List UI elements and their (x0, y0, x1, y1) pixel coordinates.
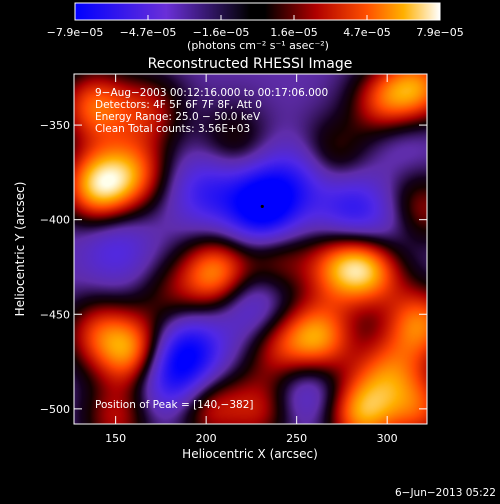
x-tick-label: 250 (286, 432, 307, 445)
colorbar-ticks (74, 15, 441, 20)
info-line-energy: Energy Range: 25.0 − 50.0 keV (95, 111, 261, 123)
heatmap-image (74, 74, 427, 424)
x-tick-label: 150 (105, 432, 126, 445)
colorbar-tick-label: 4.7e−05 (343, 26, 390, 39)
colorbar-tick-label: −1.6e−05 (193, 26, 250, 39)
y-tick-label: −450 (40, 308, 70, 321)
info-line-detectors: Detectors: 4F 5F 6F 7F 8F, Att 0 (95, 99, 262, 111)
y-axis-label: Heliocentric Y (arcsec) (13, 182, 27, 317)
peak-marker (260, 204, 264, 209)
colorbar-tick-label: −4.7e−05 (120, 26, 177, 39)
x-tick-label: 300 (377, 432, 398, 445)
footer-date: 6−Jun−2013 05:22 (395, 487, 496, 499)
colorbar-tick-label: 1.6e−05 (270, 26, 317, 39)
y-tick-label: −350 (40, 119, 70, 132)
colorbar-tick-labels: −7.9e−05 −4.7e−05 −1.6e−05 1.6e−05 4.7e−05 7.… (47, 26, 464, 39)
x-axis-ticks: 150 200 250 300 (105, 74, 398, 445)
y-tick-label: −500 (40, 403, 70, 416)
info-overlay: 9−Aug−2003 00:12:16.000 to 00:17:06.000 … (95, 87, 328, 135)
y-axis-ticks: −350 −400 −450 −500 (40, 119, 427, 416)
colorbar-tick-label: −7.9e−05 (47, 26, 104, 39)
x-tick-label: 200 (196, 432, 217, 445)
info-line-time: 9−Aug−2003 00:12:16.000 to 00:17:06.000 (95, 87, 328, 99)
peak-position-label: Position of Peak = [140,−382] (95, 399, 254, 411)
chart-title: Reconstructed RHESSI Image (148, 56, 353, 72)
y-tick-label: −400 (40, 214, 70, 227)
colorbar-tick-label: 7.9e−05 (416, 26, 463, 39)
info-line-counts: Clean Total counts: 3.56E+03 (95, 123, 250, 135)
colorbar (74, 2, 441, 21)
plot-frame (73, 73, 428, 425)
colorbar-unit-label: (photons cm⁻² s⁻¹ asec⁻²) (187, 39, 329, 52)
x-axis-label: Heliocentric X (arcsec) (182, 447, 318, 461)
